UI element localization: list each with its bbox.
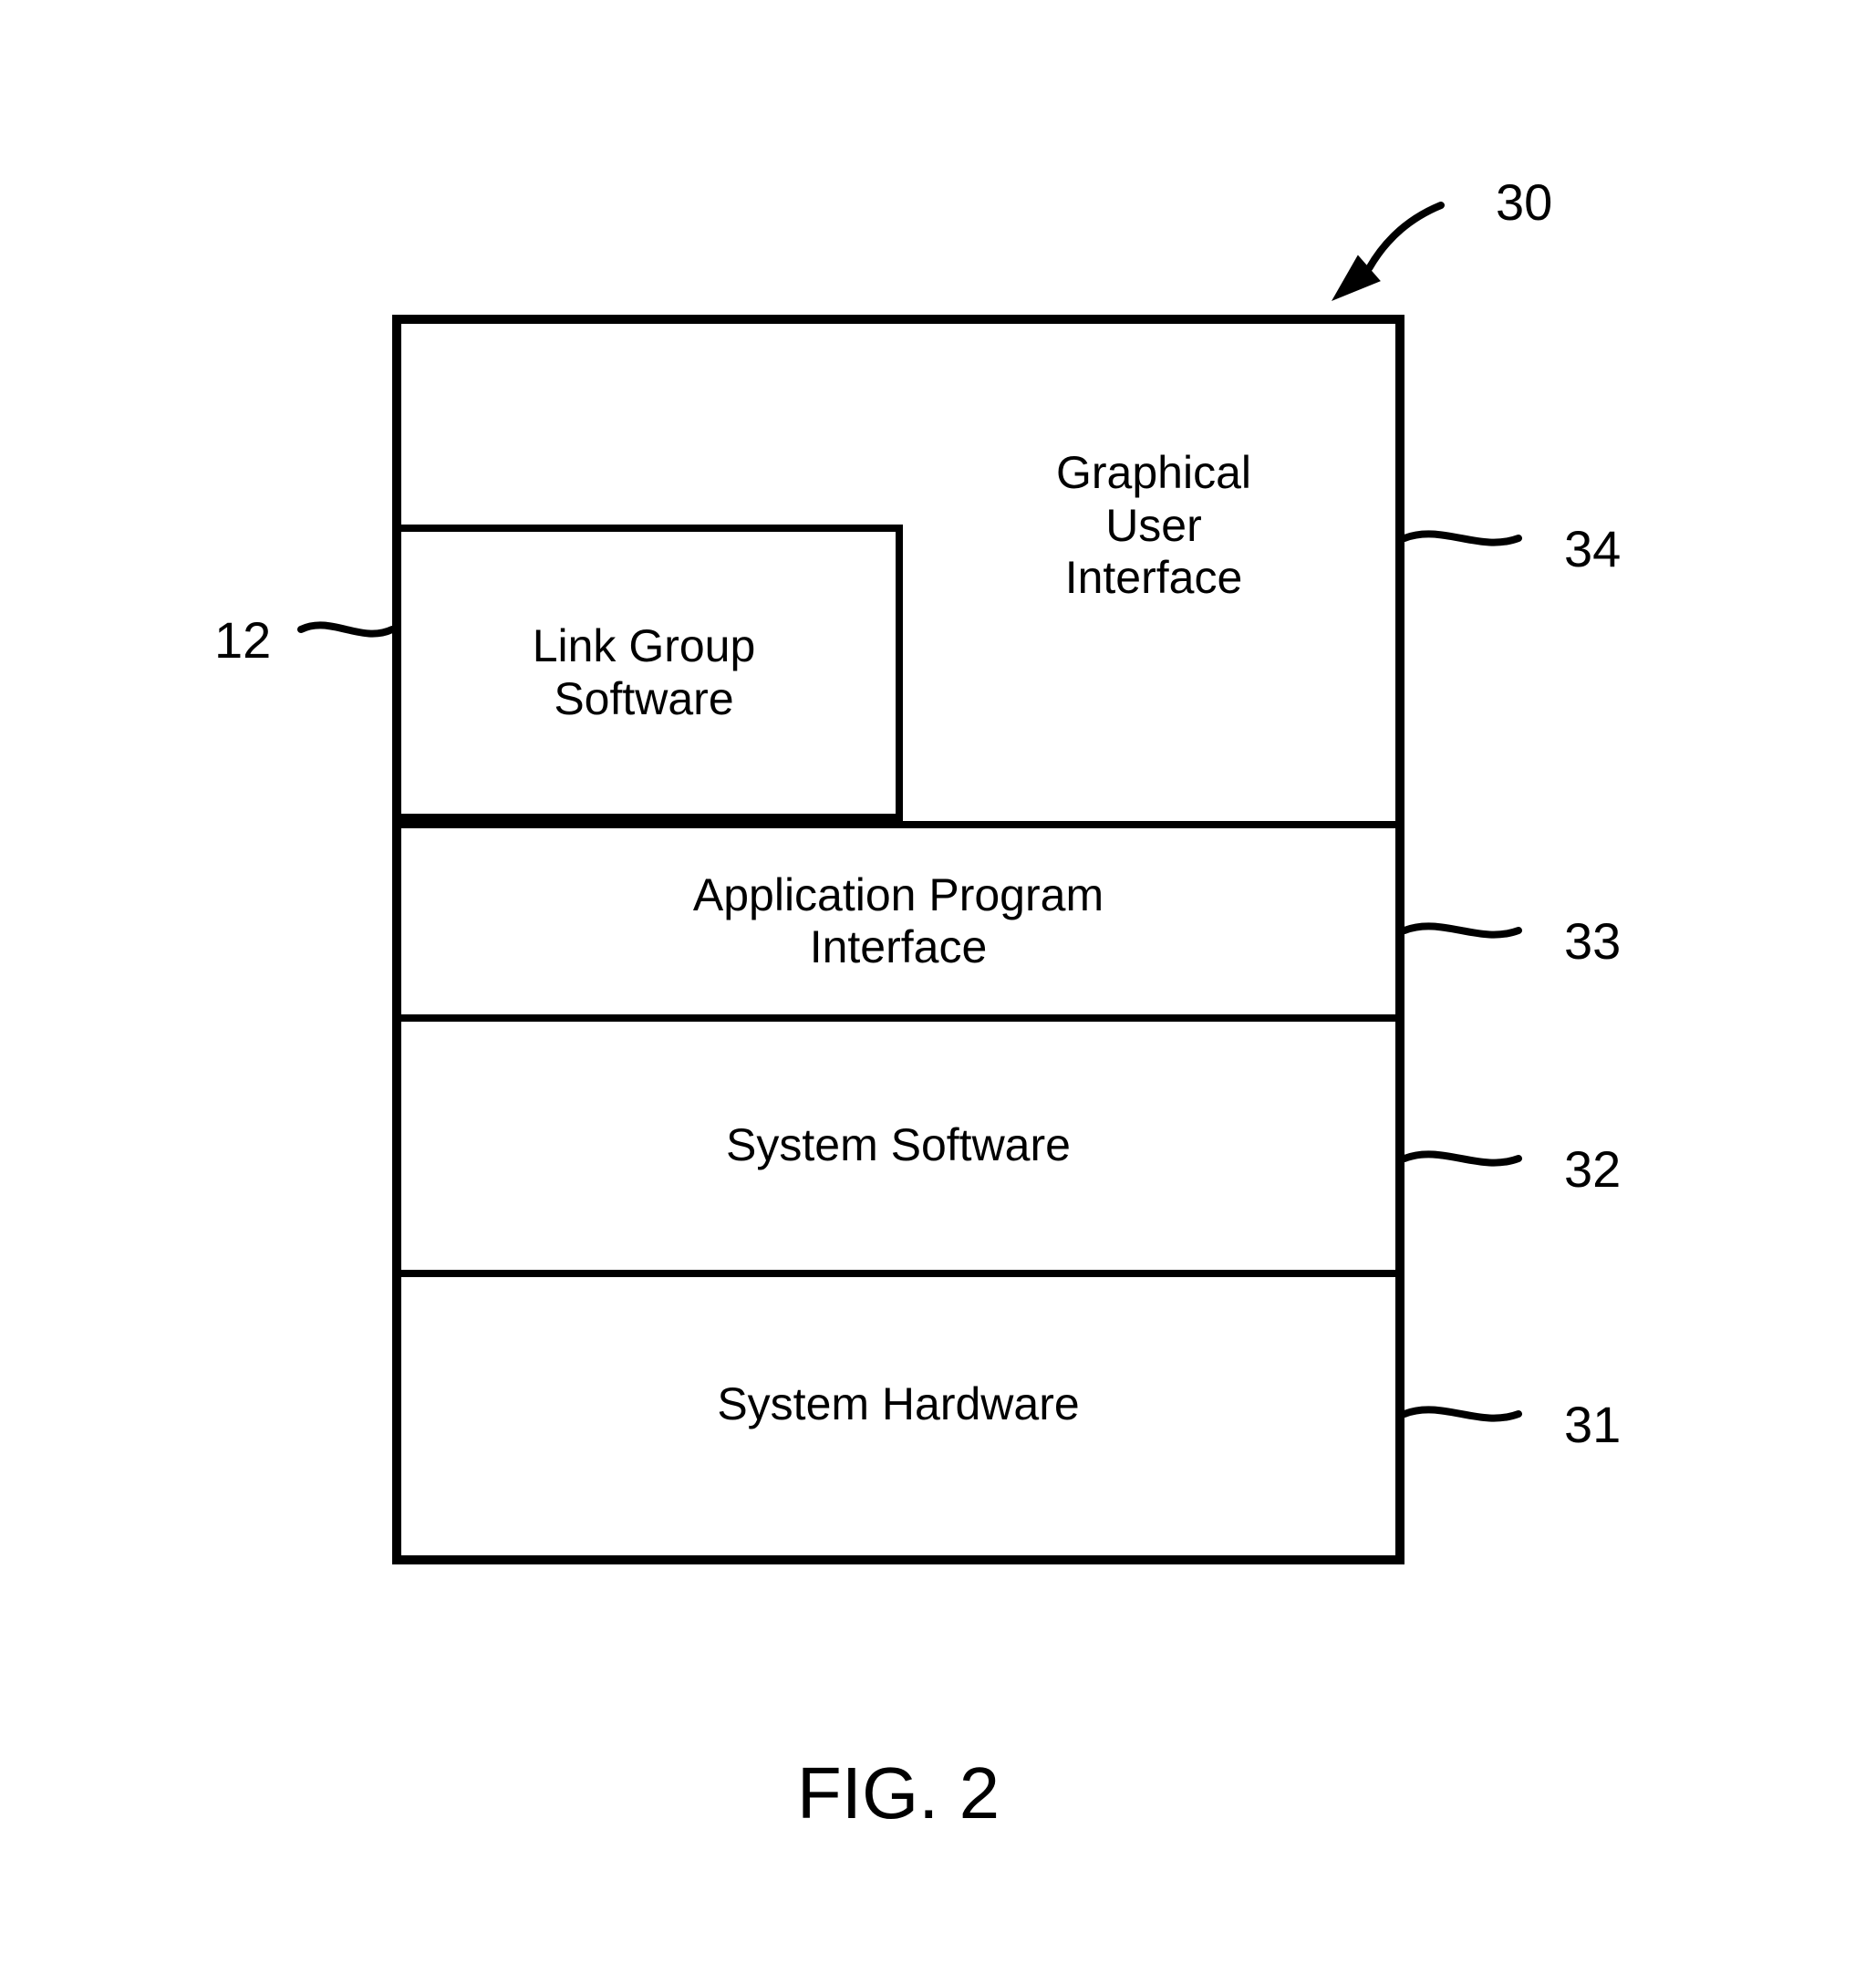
leader-lines-overlay (0, 0, 1876, 1964)
arrow-indicator (1332, 205, 1441, 301)
figure-canvas: Graphical User Interface Link Group Soft… (0, 0, 1876, 1964)
squiggle-leaders (301, 534, 1518, 1418)
